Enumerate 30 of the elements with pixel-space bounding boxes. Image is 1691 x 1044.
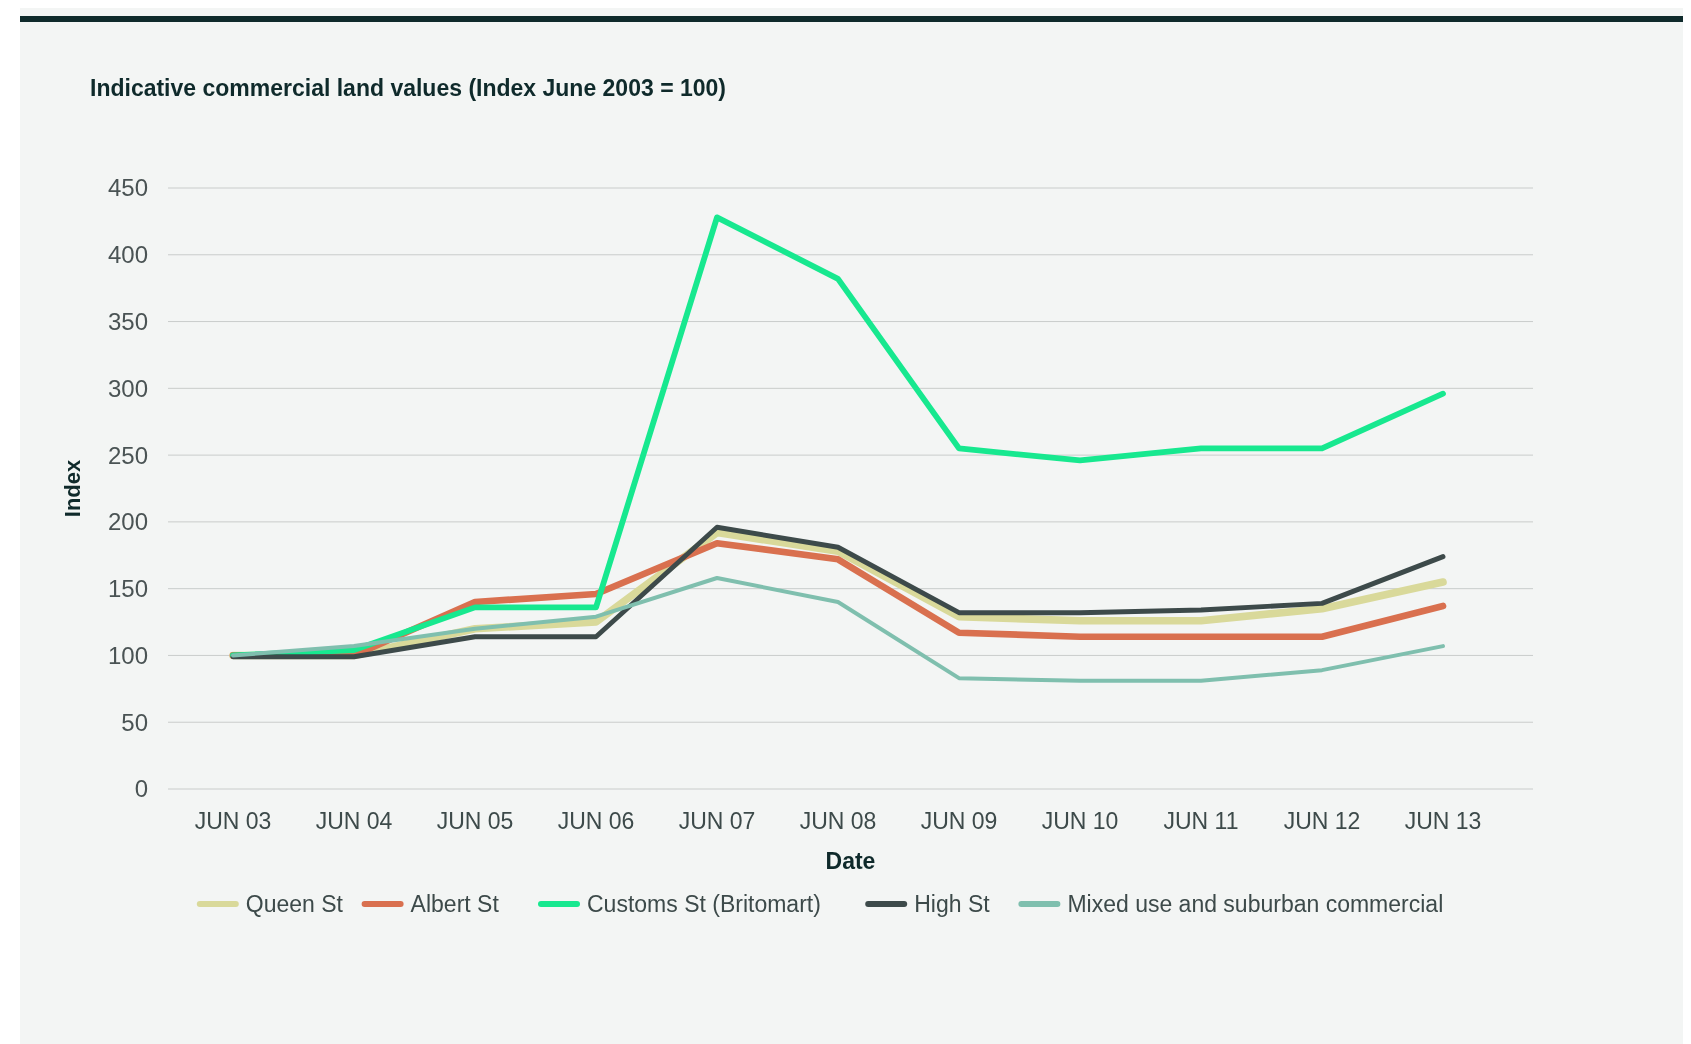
y-tick-label: 300 [107, 374, 148, 402]
x-tick-label: JUN 07 [678, 808, 756, 834]
x-tick-label: JUN 05 [436, 808, 514, 834]
y-tick-label: 450 [107, 174, 148, 202]
x-tick-label: JUN 12 [1283, 808, 1361, 834]
x-tick-label: JUN 04 [315, 808, 393, 834]
legend-label: High St [914, 891, 991, 918]
legend-label: Mixed use and suburban commercial [1067, 891, 1444, 918]
x-tick-label: JUN 11 [1163, 808, 1239, 834]
legend-label: Customs St (Britomart) [587, 891, 821, 918]
x-tick-label: JUN 06 [557, 808, 635, 834]
x-tick-label: JUN 09 [920, 808, 998, 834]
x-axis-title: Date [825, 848, 876, 874]
y-tick-label: 200 [107, 508, 148, 536]
legend-label: Queen St [245, 891, 344, 918]
y-tick-label: 400 [107, 241, 148, 269]
x-tick-label: JUN 08 [799, 808, 877, 834]
x-tick-label: JUN 03 [194, 808, 272, 834]
x-tick-label: JUN 10 [1041, 808, 1119, 834]
y-tick-label: 0 [134, 775, 148, 803]
y-tick-label: 100 [107, 641, 148, 669]
legend-label: Albert St [410, 891, 500, 918]
chart-title: Indicative commercial land values (Index June 2003 = 100) [90, 75, 726, 101]
y-tick-label: 350 [107, 307, 148, 335]
x-tick-label: JUN 13 [1404, 808, 1482, 834]
y-tick-label: 50 [121, 708, 148, 736]
y-tick-label: 250 [107, 441, 148, 469]
y-axis-title: Index [60, 459, 85, 518]
y-tick-label: 150 [107, 575, 148, 603]
line-series [231, 575, 1445, 683]
